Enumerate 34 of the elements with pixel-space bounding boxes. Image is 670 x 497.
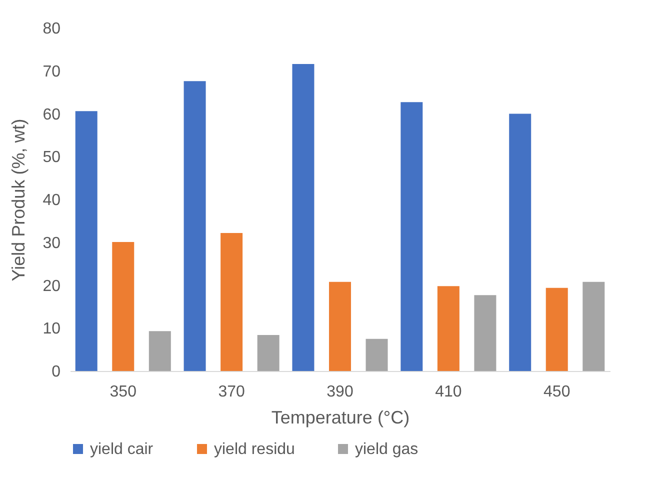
legend-label: yield residu [214,441,295,458]
y-tick-label: 80 [42,20,61,38]
y-tick-label: 60 [42,106,61,124]
bar [329,282,351,371]
y-tick-label: 20 [42,278,61,295]
bar [366,338,388,371]
bar [509,114,532,371]
y-tick-label: 0 [52,364,61,380]
bar [474,295,496,371]
x-axis-title: Temperature (°C) [271,408,410,428]
bar [148,331,171,371]
y-tick-label: 70 [42,63,61,80]
y-tick-label: 40 [42,192,61,209]
bar [112,242,134,371]
bar [220,232,243,371]
y-tick-label: 10 [42,320,61,338]
legend-label: yield cair [90,441,154,458]
bar [292,64,314,371]
y-tick-label: 50 [42,149,61,166]
bar [546,288,568,371]
legend-label: yield gas [355,441,418,458]
bar [437,286,460,371]
y-axis-title: Yield Produk (%, wt) [8,118,29,282]
x-tick-label: 390 [326,384,354,400]
bar [582,282,605,371]
bar [400,102,423,371]
x-tick-label: 370 [218,384,246,400]
x-tick-label: 350 [110,384,137,400]
bar [257,334,280,371]
x-tick-label: 410 [435,384,462,400]
x-tick-label: 450 [544,384,570,400]
bar [75,111,98,371]
y-tick-label: 30 [42,234,61,252]
bar [184,81,206,371]
